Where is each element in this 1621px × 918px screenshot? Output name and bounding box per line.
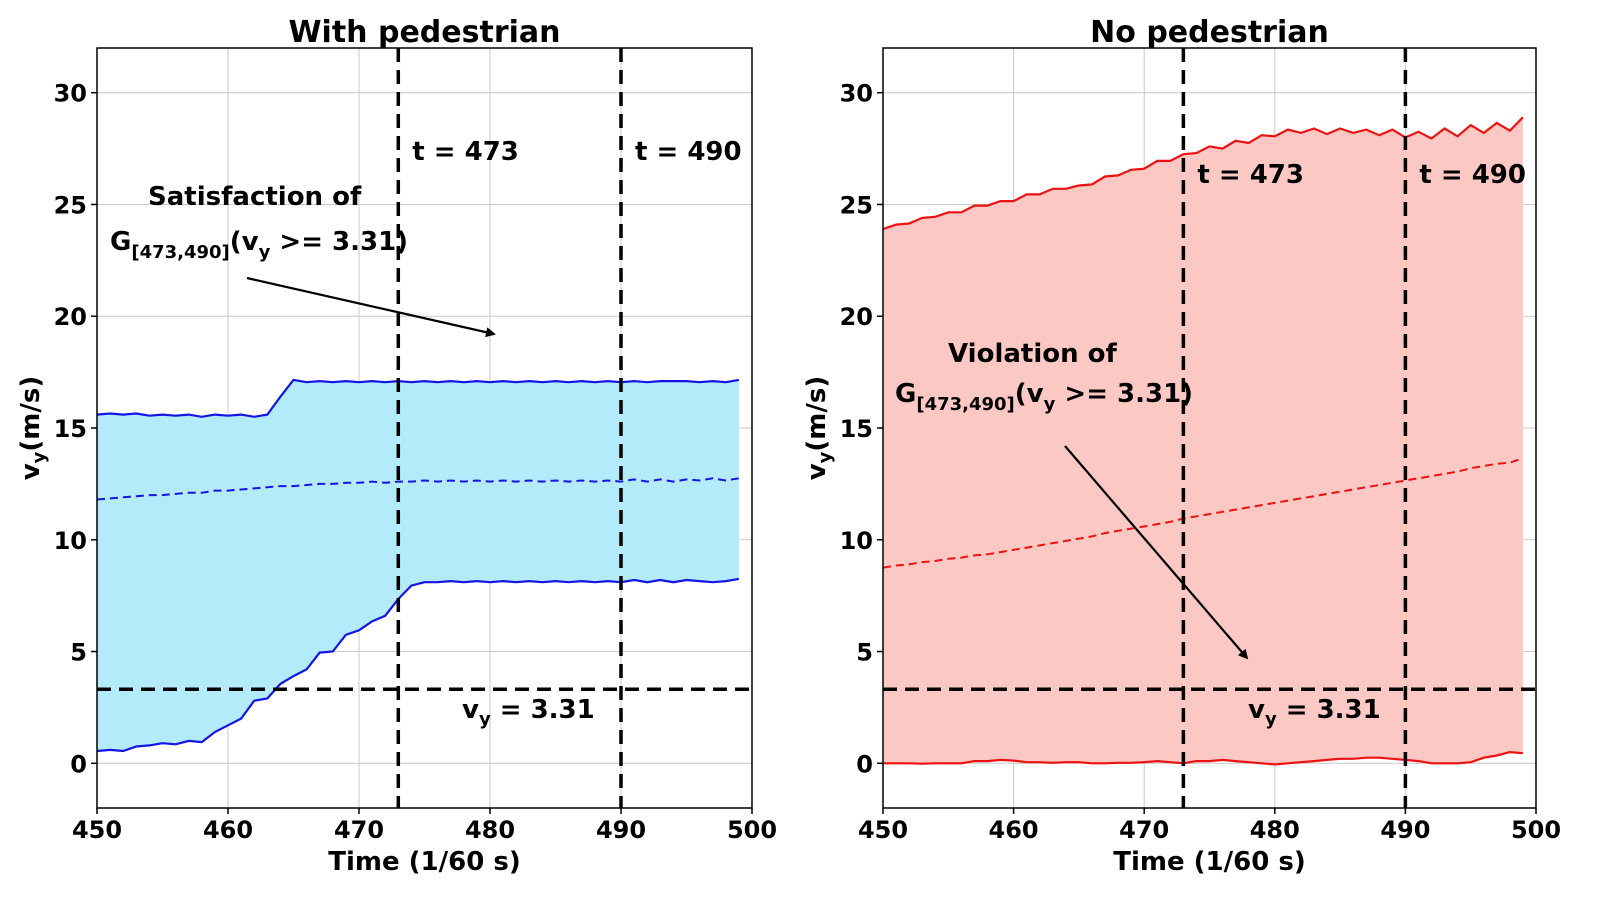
time-marker-label: t = 473 xyxy=(1197,160,1304,190)
chart-title: With pedestrian xyxy=(288,15,560,50)
y-tick-label: 15 xyxy=(840,415,873,443)
chart-title: No pedestrian xyxy=(1090,15,1329,50)
threshold-label-main: v xyxy=(462,695,479,725)
series-line-lower xyxy=(96,577,740,753)
threshold-label-sub: y xyxy=(479,709,491,730)
y-axis-label: vy(m/s) xyxy=(16,376,50,481)
y-axis-label-rest: (m/s) xyxy=(802,376,832,452)
threshold-label-rest: = 3.31 xyxy=(1277,695,1381,725)
x-tick-label: 450 xyxy=(858,816,908,844)
y-tick-label: 0 xyxy=(856,750,873,778)
annotation-formula-main: G xyxy=(895,379,916,409)
time-marker-label: t = 490 xyxy=(1419,160,1526,190)
threshold-label: vy = 3.31 xyxy=(462,695,595,730)
y-axis-label-sub: y xyxy=(29,451,50,463)
x-tick-label: 460 xyxy=(989,816,1039,844)
y-tick-label: 10 xyxy=(840,527,873,555)
annotation-formula-rest: (v xyxy=(1015,379,1044,409)
y-tick-label: 10 xyxy=(54,527,87,555)
annotation-formula-sub: [473,490] xyxy=(916,394,1014,415)
annotation-formula-rest2: >= 3.31) xyxy=(1055,379,1193,409)
band-fill xyxy=(97,379,739,751)
x-tick-label: 460 xyxy=(203,816,253,844)
x-tick-label: 500 xyxy=(727,816,777,844)
annotation-formula-sub2: y xyxy=(259,242,271,263)
annotation-formula-main: G xyxy=(110,227,131,257)
x-tick-label: 490 xyxy=(1380,816,1430,844)
threshold-label-main: v xyxy=(1248,695,1265,725)
annotation-arrow xyxy=(246,276,496,338)
x-axis-label: Time (1/60 s) xyxy=(328,847,521,877)
annotation-line1: Satisfaction of xyxy=(148,182,362,212)
x-tick-label: 470 xyxy=(1119,816,1169,844)
y-tick-label: 25 xyxy=(840,191,873,219)
y-axis-label-main: v xyxy=(16,463,46,480)
threshold-label-rest: = 3.31 xyxy=(491,695,595,725)
y-tick-label: 0 xyxy=(70,750,87,778)
annotation-formula-rest2: >= 3.31) xyxy=(270,227,408,257)
y-tick-label: 20 xyxy=(54,303,87,331)
annotation-formula-sub: [473,490] xyxy=(131,242,229,263)
y-tick-label: 5 xyxy=(856,639,873,667)
series-line-lower xyxy=(883,750,1523,766)
x-tick-label: 470 xyxy=(334,816,384,844)
series-line-mean xyxy=(882,457,1524,569)
y-axis-label-sub: y xyxy=(815,451,836,463)
annotation-formula: G[473,490](vy >= 3.31) xyxy=(895,379,1193,415)
y-tick-label: 30 xyxy=(840,80,873,108)
y-tick-label: 20 xyxy=(840,303,873,331)
band-fill xyxy=(883,117,1523,765)
y-tick-label: 15 xyxy=(54,415,87,443)
y-tick-label: 30 xyxy=(54,80,87,108)
series-line-upper xyxy=(96,378,740,418)
x-tick-label: 480 xyxy=(1250,816,1300,844)
annotation-line1: Violation of xyxy=(948,339,1118,369)
y-axis-label-rest: (m/s) xyxy=(16,376,46,452)
y-axis-label-main: v xyxy=(802,463,832,480)
time-marker-label: t = 490 xyxy=(635,137,742,167)
y-axis-label: vy(m/s) xyxy=(802,376,836,481)
y-tick-label: 25 xyxy=(54,191,87,219)
annotation-formula-rest: (v xyxy=(230,227,259,257)
chart-panel-2: t = 473 t = 490 450 460 470 480 490 500 0 5 10 15 20… xyxy=(802,15,1561,877)
threshold-label-sub: y xyxy=(1265,709,1277,730)
annotation-arrow xyxy=(1064,445,1249,660)
x-tick-label: 490 xyxy=(596,816,646,844)
chart-panel-1: t = 473 t = 490 450 460 470 480 490 500 0 5 10 15 20… xyxy=(16,15,777,877)
x-tick-label: 450 xyxy=(72,816,122,844)
annotation-formula: G[473,490](vy >= 3.31) xyxy=(110,227,408,263)
time-marker-label: t = 473 xyxy=(412,137,519,167)
annotation-formula-sub2: y xyxy=(1044,394,1056,415)
threshold-label: vy = 3.31 xyxy=(1248,695,1381,730)
series-line-mean xyxy=(96,477,740,501)
x-axis-label: Time (1/60 s) xyxy=(1113,847,1306,877)
series-line-upper xyxy=(882,116,1524,231)
x-tick-label: 500 xyxy=(1511,816,1561,844)
y-tick-label: 5 xyxy=(70,639,87,667)
x-tick-label: 480 xyxy=(465,816,515,844)
